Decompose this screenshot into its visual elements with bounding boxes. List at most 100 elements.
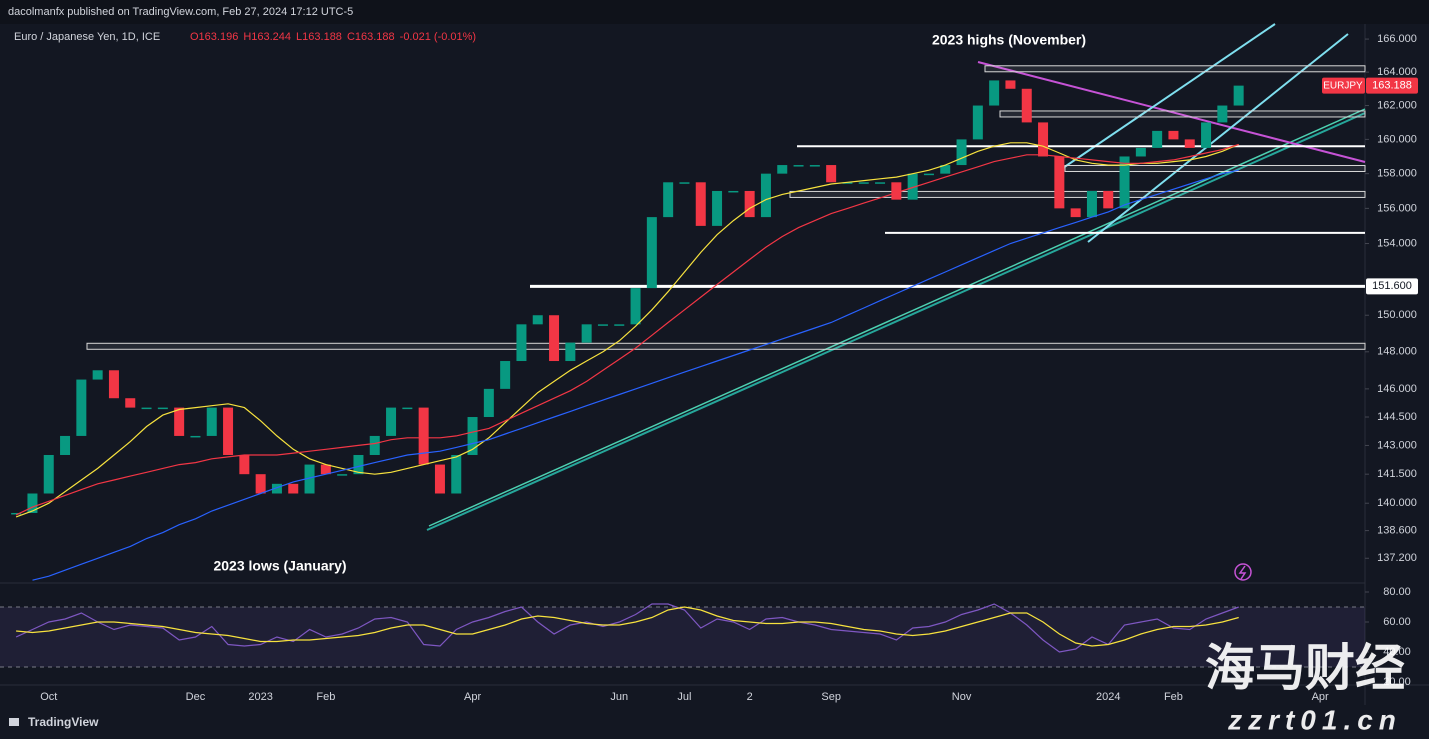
candle xyxy=(1184,139,1195,148)
event-icon[interactable] xyxy=(1234,563,1252,581)
candle xyxy=(663,182,674,218)
candle xyxy=(190,435,201,438)
candle xyxy=(891,182,902,200)
candle xyxy=(174,407,185,436)
candle xyxy=(1070,208,1081,218)
line-series xyxy=(15,142,1239,518)
candle xyxy=(92,370,103,380)
candle xyxy=(875,182,886,184)
candle xyxy=(777,165,788,174)
candle xyxy=(1201,122,1212,148)
watermark: 海马财经 xyxy=(1205,640,1405,696)
y-tick-label: 158.000 xyxy=(1377,168,1417,180)
candle xyxy=(1103,190,1114,209)
candle xyxy=(157,407,168,410)
footer: TradingView xyxy=(28,715,99,729)
candle xyxy=(532,315,543,325)
logo-mark xyxy=(9,718,19,726)
candle xyxy=(956,139,967,166)
x-tick-label: Nov xyxy=(952,691,972,703)
candle xyxy=(483,388,494,418)
last-price-label: 163.188 xyxy=(1372,80,1412,92)
candle xyxy=(60,435,71,455)
candle xyxy=(43,454,54,494)
x-tick-label: 2 xyxy=(747,691,753,703)
candle xyxy=(679,182,690,184)
candle xyxy=(337,474,348,476)
candle xyxy=(239,454,250,475)
level-zone xyxy=(999,110,1366,118)
level-zone xyxy=(789,190,1366,198)
candle xyxy=(549,315,560,362)
level-zone xyxy=(984,65,1366,73)
x-tick-label: 2023 xyxy=(248,691,272,703)
candle xyxy=(923,173,934,176)
y-tick-label: 140.000 xyxy=(1377,497,1417,509)
x-tick-label: Feb xyxy=(1164,691,1183,703)
y-tick-label: 141.500 xyxy=(1377,468,1417,480)
candle xyxy=(614,324,625,326)
level-zone xyxy=(86,342,1366,350)
candle xyxy=(565,342,576,362)
candle xyxy=(809,165,820,167)
candle xyxy=(793,165,804,167)
x-tick-label: Feb xyxy=(316,691,335,703)
y-tick-label: 138.600 xyxy=(1377,525,1417,537)
x-tick-label: Apr xyxy=(464,691,481,703)
rsi-tick-label: 60.00 xyxy=(1383,616,1411,628)
candle xyxy=(76,379,87,436)
candle xyxy=(760,173,771,218)
candle xyxy=(1168,130,1179,140)
candle xyxy=(1005,80,1016,89)
y-tick-label: 154.000 xyxy=(1377,237,1417,249)
candle xyxy=(125,398,136,408)
candle xyxy=(1119,156,1130,209)
y-tick-label: 164.000 xyxy=(1377,66,1417,78)
candle xyxy=(989,80,1000,106)
candle xyxy=(646,217,657,289)
candle xyxy=(11,512,22,515)
y-tick-label: 146.000 xyxy=(1377,383,1417,395)
y-tick-label: 156.000 xyxy=(1377,202,1417,214)
candle xyxy=(940,165,951,174)
candle xyxy=(858,182,869,184)
candle xyxy=(516,324,527,362)
channel-line xyxy=(1062,23,1276,169)
candle xyxy=(597,324,608,326)
rsi-tick-label: 80.00 xyxy=(1383,586,1411,598)
footer-logo: TradingView xyxy=(9,715,99,729)
annotation: 2023 highs (November) xyxy=(932,32,1086,48)
candle xyxy=(369,435,380,455)
candle xyxy=(581,324,592,343)
candle xyxy=(418,407,429,465)
quote-value: H163.244 xyxy=(243,31,291,43)
trendline xyxy=(426,112,1366,531)
candle xyxy=(304,464,315,494)
candle xyxy=(1086,190,1097,218)
quote-value: -0.021 (-0.01%) xyxy=(400,31,476,43)
candle xyxy=(108,370,119,399)
candle xyxy=(712,190,723,226)
candle xyxy=(288,483,299,494)
y-tick-label: 148.000 xyxy=(1377,346,1417,358)
y-tick-label: 143.000 xyxy=(1377,439,1417,451)
candle xyxy=(1152,130,1163,148)
candle xyxy=(907,173,918,200)
candle xyxy=(451,454,462,494)
y-tick-label: 160.000 xyxy=(1377,133,1417,145)
candle xyxy=(1021,88,1032,123)
candle xyxy=(744,190,755,218)
candle xyxy=(1233,85,1244,106)
trendline xyxy=(428,108,1366,527)
quote-value: C163.188 xyxy=(347,31,395,43)
watermark: zzrt01.cn xyxy=(1227,704,1402,735)
rsi-lines xyxy=(15,603,1239,653)
candle xyxy=(255,474,266,494)
y-tick-label: 162.000 xyxy=(1377,99,1417,111)
candle xyxy=(1038,122,1049,157)
x-tick-label: Jun xyxy=(610,691,628,703)
symbol-label: EURJPY xyxy=(1323,80,1363,91)
candle xyxy=(402,407,413,410)
